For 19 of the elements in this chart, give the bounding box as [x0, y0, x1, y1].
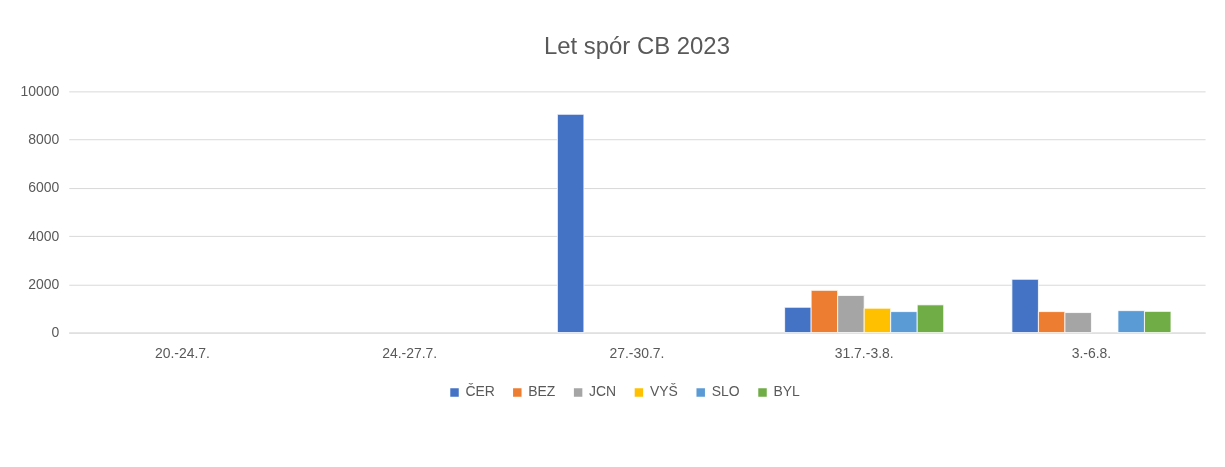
- y-tick-label: 2000: [28, 275, 60, 292]
- x-tick-label: 31.7.-3.8.: [834, 345, 894, 361]
- x-tick-label: 20.-24.7.: [154, 345, 210, 361]
- legend-label: SLO: [711, 383, 740, 400]
- x-tick-label: 27.-30.7.: [609, 345, 665, 361]
- x-tick-label: 3.-6.8.: [1071, 345, 1112, 361]
- legend-label: ČER: [465, 383, 495, 400]
- chart-title: Let spór CB 2023: [543, 32, 730, 60]
- bar: [556, 113, 585, 333]
- y-tick-label: 4000: [28, 227, 60, 244]
- legend-label: BEZ: [528, 383, 556, 400]
- y-tick-label: 0: [51, 324, 60, 341]
- x-tick-label: 24.-27.7.: [382, 345, 438, 361]
- legend-label: BYL: [773, 383, 801, 400]
- legend-label: JCN: [589, 383, 617, 400]
- legend-label: VYŠ: [649, 383, 678, 400]
- y-tick-label: 10000: [20, 82, 60, 99]
- y-tick-label: 6000: [28, 179, 60, 196]
- y-tick-label: 8000: [28, 131, 60, 148]
